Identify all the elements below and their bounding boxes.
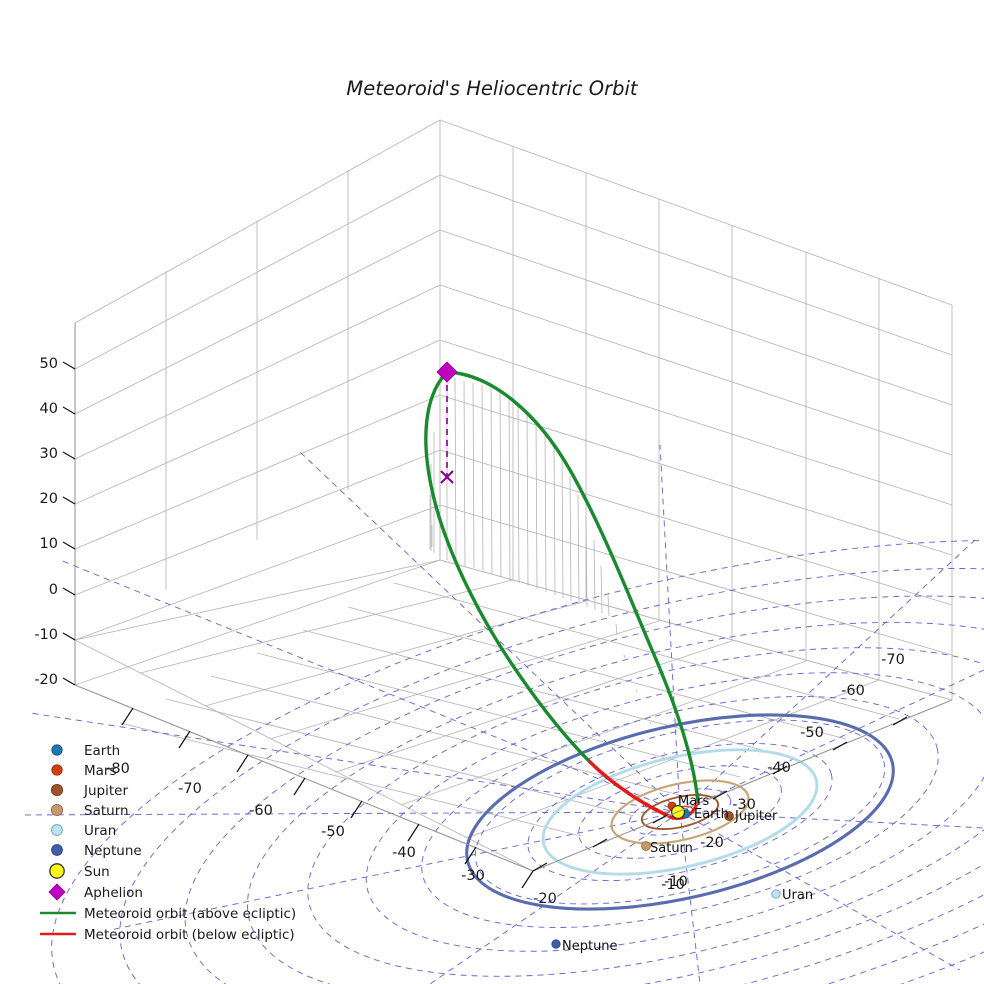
legend-label-earth: Earth	[84, 743, 120, 759]
uranus-marker	[771, 889, 781, 899]
label-jupiter: Jupiter	[734, 809, 778, 824]
label-saturn: Saturn	[650, 841, 693, 856]
saturn-marker	[641, 841, 651, 851]
legend-label-orbit-above: Meteoroid orbit (above ecliptic)	[84, 906, 296, 922]
page-title: Meteoroid's Heliocentric Orbit	[346, 77, 639, 100]
z-tick-label: 50	[40, 356, 58, 372]
legend-label-uranus: Uran	[84, 823, 116, 839]
x-tick-label: -40	[392, 845, 416, 861]
label-neptune: Neptune	[562, 939, 618, 954]
x-tick-label: -70	[178, 781, 202, 797]
orbit-below-ecliptic	[588, 760, 675, 820]
legend-label-neptune: Neptune	[84, 843, 142, 859]
legend-label-jupiter: Jupiter	[83, 783, 128, 799]
x-tick-label: -20	[533, 891, 557, 907]
z-tick-label: -10	[34, 627, 58, 643]
orbit-above-ecliptic-left	[424, 370, 592, 764]
jupiter-orbit	[640, 794, 720, 830]
left-wall-grid	[74, 119, 441, 686]
label-mars: Mars	[678, 794, 710, 809]
orbit-drop-lines	[429, 372, 666, 755]
aphelion-ground-x-icon	[440, 470, 454, 484]
x-tick-label: -60	[249, 803, 273, 819]
orbit-above-ecliptic	[445, 370, 700, 804]
x-axis: -80 -70 -60 -50 -40 -30 -20 -10	[106, 707, 685, 907]
z-tick-label: 0	[49, 582, 58, 598]
y-axis: -70 -60 -50 -40 -30 -20 -10	[532, 652, 908, 890]
x-tick-label: -80	[106, 761, 130, 777]
x-tick-label: -50	[321, 824, 345, 840]
body-labels: Mars Earth Jupiter Saturn Uran Neptune	[562, 794, 813, 954]
z-tick-label: 30	[40, 446, 58, 462]
legend-marker-aphelion	[48, 883, 66, 901]
z-tick-label: 40	[40, 401, 58, 417]
legend-marker-mars	[51, 764, 63, 776]
z-axis: 50 40 30 20 10 0 -10 -20	[34, 356, 76, 688]
y-tick-label: -40	[767, 760, 791, 776]
uranus-orbit	[541, 748, 819, 876]
y-tick-label: -70	[881, 652, 905, 668]
aphelion-group	[436, 361, 458, 484]
saturn-orbit	[610, 779, 750, 845]
body-markers	[551, 801, 781, 949]
z-tick-label: 20	[40, 491, 58, 507]
y-tick-label: -60	[841, 683, 865, 699]
legend-label-sun: Sun	[84, 864, 110, 880]
x-tick-label: -30	[461, 868, 485, 884]
y-tick-label: -10	[664, 874, 688, 890]
y-tick-label: -50	[800, 725, 824, 741]
y-tick-label: -20	[700, 835, 724, 851]
jupiter-marker	[724, 811, 734, 821]
legend-label-aphelion: Aphelion	[84, 885, 143, 901]
legend-marker-neptune	[51, 844, 63, 856]
legend-marker-jupiter	[50, 783, 64, 797]
z-tick-label: 10	[40, 536, 58, 552]
legend-label-orbit-below: Meteoroid orbit (below ecliptic)	[84, 927, 295, 943]
label-earth: Earth	[694, 807, 729, 822]
x-tick-label: -10	[661, 877, 685, 893]
legend-marker-sun	[49, 863, 65, 879]
label-uranus: Uran	[782, 888, 813, 903]
legend-marker-earth	[51, 744, 63, 756]
z-tick-label: -20	[34, 672, 58, 688]
legend-label-saturn: Saturn	[84, 803, 129, 819]
axes-panes	[75, 120, 952, 880]
neptune-marker	[551, 939, 561, 949]
polar-grid	[19, 444, 984, 984]
aphelion-diamond-icon	[436, 361, 458, 383]
y-tick-label: -30	[732, 797, 756, 813]
legend-label-mars: Mars	[84, 763, 117, 779]
legend-marker-saturn	[50, 803, 64, 817]
legend-marker-uranus	[51, 824, 63, 836]
legend: Earth Mars Jupiter Saturn Uran Neptune S…	[40, 743, 296, 943]
